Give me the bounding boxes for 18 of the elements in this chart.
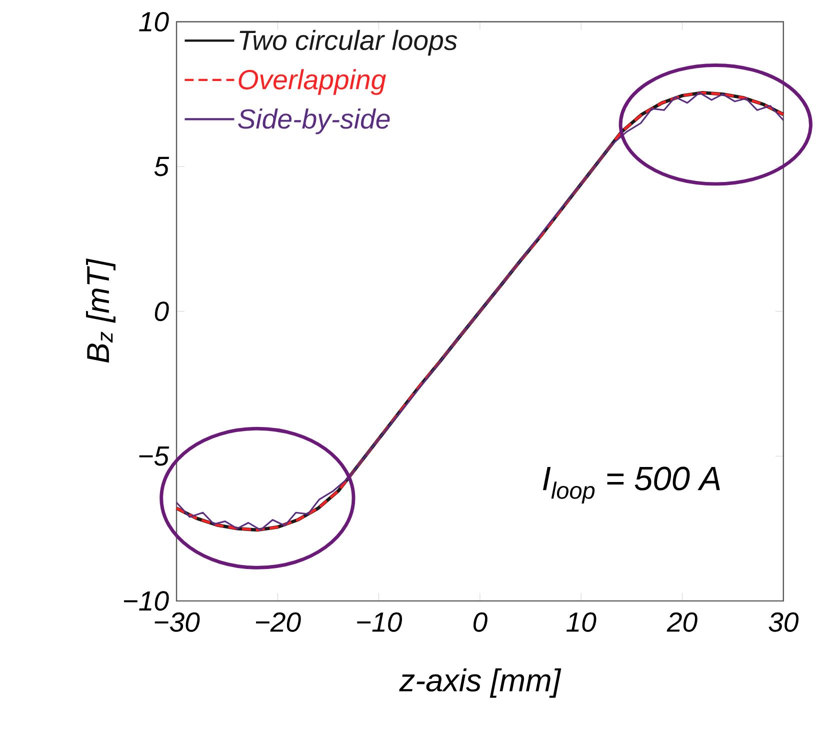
y-tick-label: 5 [154,157,170,176]
x-tick-label: −20 [256,612,301,632]
y-tick-label: −5 [139,446,170,466]
y-tick-label: −10 [124,591,169,611]
x-tick-label: 10 [566,612,596,632]
legend-label: Overlapping [238,69,386,96]
legend-label: Two circular loops [240,30,458,56]
annotation: I$_{loop}$ = 500 A [542,466,720,504]
x-tick-label: −10 [357,612,402,632]
y-axis-title: B$_{z}$ [mT] [86,258,116,363]
legend-label: Side-by-side [238,108,390,134]
x-tick-label: −30 [154,612,200,632]
x-tick-label: 30 [768,612,799,632]
y-tick-label: 0 [154,302,169,322]
x-axis-title: z-axis [mm] [399,668,562,698]
x-tick-label: 20 [666,612,698,632]
x-tick-label: 0 [473,612,488,632]
y-tick-label: 10 [139,12,169,32]
